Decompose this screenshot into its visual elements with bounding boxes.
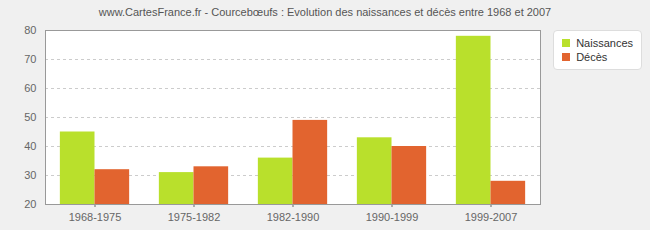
- html-text:Naissances: Naissances: [576, 37, 633, 49]
- svg-text:50: 50: [24, 111, 36, 123]
- svg-text:1982-1990: 1982-1990: [267, 211, 320, 223]
- html-text:Décès: Décès: [576, 51, 608, 63]
- html-text:www.CartesFrance.fr - Courcebœ: www.CartesFrance.fr - Courcebœufs : Evol…: [98, 6, 552, 18]
- svg-text:1968-1975: 1968-1975: [69, 211, 122, 223]
- svg-text:20: 20: [24, 198, 36, 210]
- svg-text:70: 70: [24, 53, 36, 65]
- svg-text:30: 30: [24, 169, 36, 181]
- svg-text:40: 40: [24, 140, 36, 152]
- svg-text:1990-1999: 1990-1999: [366, 211, 419, 223]
- svg-text:80: 80: [24, 24, 36, 36]
- svg-text:60: 60: [24, 82, 36, 94]
- svg-text:1999-2007: 1999-2007: [465, 211, 518, 223]
- svg-text:1975-1982: 1975-1982: [168, 211, 221, 223]
